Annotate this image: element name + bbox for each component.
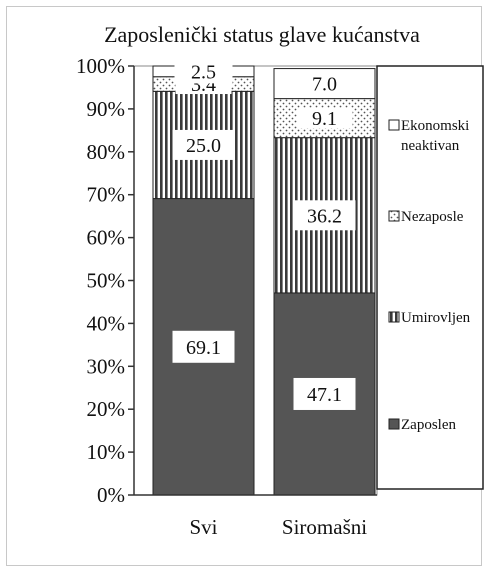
data-label-box: [293, 377, 356, 410]
data-label: 2.5: [191, 61, 216, 83]
y-tick-label: 10%: [87, 440, 126, 464]
x-tick-label: Siromašni: [282, 515, 367, 539]
data-label-box: [172, 330, 235, 363]
y-tick-label: 50%: [87, 269, 126, 293]
y-tick-label: 100%: [76, 54, 125, 78]
data-label-box: [296, 108, 353, 129]
data-label: 9.1: [312, 108, 337, 130]
data-label-box: [293, 200, 356, 231]
bars: 69.125.03.42.547.136.29.17.0: [152, 59, 376, 496]
data-label: 69.1: [186, 337, 221, 359]
data-label-box: [172, 129, 235, 160]
y-tick-label: 40%: [87, 311, 126, 335]
data-label: 25.0: [186, 135, 221, 157]
data-label: 7.0: [312, 74, 337, 96]
y-tick-label: 90%: [87, 97, 126, 121]
legend-label: Umirovljen: [401, 310, 471, 326]
legend-label: Zaposlen: [401, 417, 456, 433]
y-tick-label: 0%: [97, 483, 125, 507]
x-tick-label: Svi: [189, 515, 217, 539]
legend-swatch: [388, 311, 400, 323]
y-tick-label: 60%: [87, 226, 126, 250]
x-axis: Svi Siromašni: [134, 494, 377, 539]
chart-title: Zaposlenički status glave kućanstva: [104, 22, 420, 47]
data-label-box: [295, 71, 354, 96]
legend-swatch: [388, 210, 400, 222]
legend-label-line2: neaktivan: [401, 138, 460, 154]
y-tick-label: 80%: [87, 140, 126, 164]
legend-swatch: [388, 119, 400, 131]
data-label: 36.2: [307, 205, 342, 227]
data-label-box: [174, 59, 233, 84]
legend-label: Nezaposle: [401, 209, 464, 225]
legend: Ekonomski neaktivan Nezaposle Umirovljen Zap…: [376, 65, 484, 490]
y-tick-label: 70%: [87, 183, 126, 207]
y-tick-label: 30%: [87, 354, 126, 378]
y-tick-label: 20%: [87, 397, 126, 421]
legend-swatch: [388, 418, 400, 430]
legend-label: Ekonomski: [401, 118, 469, 134]
y-axis: 0% 10% 20% 30% 40% 50% 60% 70% 80% 90% 100%: [76, 54, 135, 507]
data-label: 47.1: [307, 384, 342, 406]
